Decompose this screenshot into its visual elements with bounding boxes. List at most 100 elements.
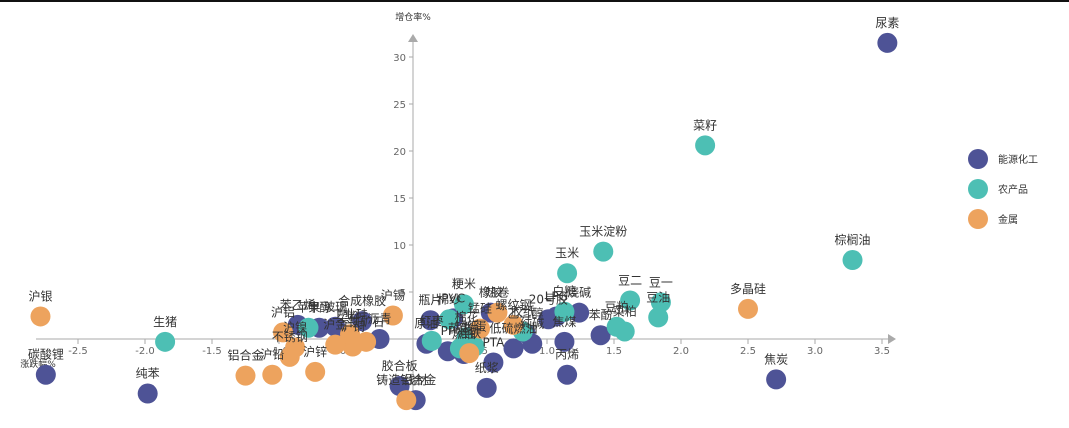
data-point xyxy=(554,301,575,322)
point-label: 合成橡胶 xyxy=(338,293,386,308)
data-point xyxy=(614,321,635,342)
point-label: 沪锌 xyxy=(303,345,327,359)
data-point xyxy=(470,318,490,339)
data-point xyxy=(557,364,578,385)
x-tick-label: -1.0 xyxy=(269,346,289,357)
point-label: 沪铜 xyxy=(341,319,365,334)
data-point xyxy=(439,309,460,330)
point-label: 燃油 xyxy=(452,326,476,341)
point-label: 生猪 xyxy=(153,315,177,329)
points-layer xyxy=(30,32,898,411)
data-point xyxy=(396,390,417,411)
legend-label: 农产品 xyxy=(998,183,1028,196)
point-label: 红枣 xyxy=(420,313,444,328)
data-point xyxy=(557,263,578,284)
point-label: 低硫燃油 xyxy=(489,320,537,335)
data-point xyxy=(35,364,56,385)
data-point xyxy=(459,343,480,364)
point-label: 菜粕 xyxy=(613,303,637,318)
data-point xyxy=(325,334,346,355)
data-point xyxy=(554,331,575,352)
point-label: 原油 xyxy=(414,317,438,331)
point-label: LPG xyxy=(545,289,568,303)
point-label: 玉米 xyxy=(555,246,579,260)
point-label: 沥青 xyxy=(367,312,391,326)
point-label: 沪镍 xyxy=(283,320,307,334)
data-point xyxy=(298,317,319,338)
legend-label: 金属 xyxy=(998,213,1018,226)
y-tick-label: 5 xyxy=(400,288,406,299)
legend-marker xyxy=(968,179,988,199)
y-tick-label: 20 xyxy=(393,147,406,158)
data-point xyxy=(593,241,614,262)
x-tick-label: -1.5 xyxy=(202,346,222,357)
x-tick-label: 2.0 xyxy=(673,346,689,357)
point-label: 苯酚 xyxy=(589,308,613,322)
legend-marker xyxy=(968,209,988,229)
data-point xyxy=(262,364,283,385)
data-point xyxy=(483,352,504,373)
data-point xyxy=(155,331,176,352)
data-point xyxy=(648,307,669,328)
x-tick-label: 3.0 xyxy=(807,346,823,357)
point-label: 橡胶 xyxy=(479,285,503,300)
data-point xyxy=(382,305,403,326)
point-label: 焦炭 xyxy=(764,352,788,366)
point-label: 纸浆 xyxy=(475,360,499,375)
point-label: 鸡蛋 xyxy=(463,319,487,334)
point-label: 不锈钢 xyxy=(272,330,308,344)
point-label: 豆油 xyxy=(646,290,670,304)
data-point xyxy=(420,310,441,331)
data-point xyxy=(285,337,306,358)
point-label: 棉花 xyxy=(455,309,479,324)
point-label: 焦煤 xyxy=(552,315,576,329)
point-label: 铸造铝合金 xyxy=(376,372,436,387)
point-label: 豆二 xyxy=(618,273,642,287)
data-point xyxy=(487,302,508,323)
point-label: 线材 xyxy=(404,373,428,387)
point-label: 螺纹钢 xyxy=(495,298,531,312)
x-tick-label: 2.5 xyxy=(740,346,756,357)
data-point xyxy=(877,32,898,53)
point-label: 沪铅 xyxy=(260,348,284,362)
point-label: 菜籽 xyxy=(693,118,717,132)
point-label: 短纤 xyxy=(455,320,479,334)
data-point xyxy=(421,330,442,351)
point-label: 瓶片 xyxy=(418,293,442,307)
top-border xyxy=(0,0,1069,2)
point-label: 花生 xyxy=(448,320,472,335)
data-point xyxy=(476,377,497,398)
point-label: 甲醇 xyxy=(307,300,331,315)
point-label: PP xyxy=(441,324,455,338)
point-label: 热卷 xyxy=(485,285,509,300)
y-axis-title: 增仓率% xyxy=(395,11,431,23)
point-label: PVC xyxy=(441,291,465,305)
point-label: 苯乙烯 xyxy=(280,298,316,312)
legend-label: 能源化工 xyxy=(998,153,1038,166)
point-label: 多晶硅 xyxy=(730,282,766,296)
point-label: 白糖 xyxy=(552,284,576,299)
data-point xyxy=(569,302,590,323)
point-label: 粳米 xyxy=(452,277,476,291)
data-point xyxy=(738,298,758,319)
point-label: 胶合板 xyxy=(382,358,418,373)
point-label: 丙烯 xyxy=(555,348,579,362)
point-label: 沪铝 xyxy=(271,304,295,319)
point-label: 塑料 xyxy=(337,308,361,323)
point-label: 沪金 xyxy=(323,317,347,332)
x-tick-label: 1.5 xyxy=(606,346,622,357)
point-label: 工业硅 xyxy=(332,307,368,321)
data-point xyxy=(340,324,361,345)
point-label: 锰硅 xyxy=(468,301,492,316)
point-label: 玻璃 xyxy=(323,300,347,314)
data-point xyxy=(590,325,611,346)
y-tick-label: 30 xyxy=(393,53,406,64)
point-label: 纯苯 xyxy=(136,367,160,381)
point-label: 烧碱 xyxy=(567,286,591,300)
x-tick-label: 1.0 xyxy=(539,346,555,357)
data-point xyxy=(305,361,326,382)
point-label: 铝合金 xyxy=(227,348,263,363)
data-point xyxy=(842,250,863,271)
data-point xyxy=(235,365,256,386)
